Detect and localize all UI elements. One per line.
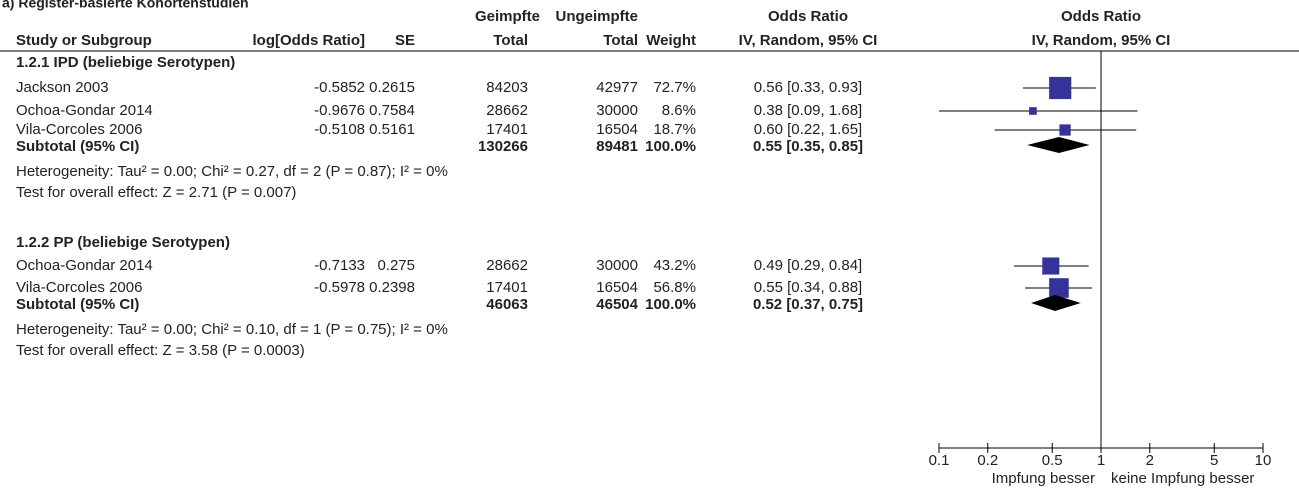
subtotal-diamond bbox=[1031, 295, 1081, 311]
cell: 30000 bbox=[596, 102, 638, 119]
subtotal-cell: 100.0% bbox=[645, 138, 696, 155]
cell: -0.5852 bbox=[314, 79, 365, 96]
cell: 16504 bbox=[596, 279, 638, 296]
cell: 0.2398 bbox=[369, 279, 415, 296]
cell: -0.7133 bbox=[314, 257, 365, 274]
header: log[Odds Ratio] bbox=[253, 32, 366, 49]
overall-effect: Test for overall effect: Z = 3.58 (P = 0… bbox=[16, 342, 305, 359]
cell: Jackson 2003 bbox=[16, 79, 109, 96]
header: Total bbox=[603, 32, 638, 49]
group-title: 1.2.2 PP (beliebige Serotypen) bbox=[16, 234, 230, 251]
x-tick-label: 0.5 bbox=[1042, 452, 1063, 469]
weight-box bbox=[1049, 76, 1072, 100]
header: Weight bbox=[646, 32, 696, 49]
cell: Vila-Corcoles 2006 bbox=[16, 121, 142, 138]
cell: -0.9676 bbox=[314, 102, 365, 119]
weight-box bbox=[1049, 278, 1069, 298]
cell: 0.38 [0.09, 1.68] bbox=[754, 102, 862, 119]
subtotal-diamond bbox=[1027, 137, 1090, 153]
subtotal-cell: Subtotal (95% CI) bbox=[16, 138, 139, 155]
x-tick-label: 0.1 bbox=[929, 452, 950, 469]
heterogeneity: Heterogeneity: Tau² = 0.00; Chi² = 0.27,… bbox=[16, 163, 448, 180]
subtotal-cell: Subtotal (95% CI) bbox=[16, 296, 139, 313]
header-top: Ungeimpfte bbox=[556, 8, 639, 25]
cell: 0.49 [0.29, 0.84] bbox=[754, 257, 862, 274]
header: Study or Subgroup bbox=[16, 32, 152, 49]
cell: 17401 bbox=[486, 279, 528, 296]
title: a) Register-basierte Kohortenstudien bbox=[2, 0, 249, 11]
subtotal-cell: 89481 bbox=[596, 138, 638, 155]
cell: 0.2615 bbox=[369, 79, 415, 96]
x-tick-label: 5 bbox=[1210, 452, 1218, 469]
x-tick-label: 10 bbox=[1255, 452, 1272, 469]
weight-box bbox=[1042, 257, 1060, 275]
cell: 16504 bbox=[596, 121, 638, 138]
subtotal-cell: 0.52 [0.37, 0.75] bbox=[753, 296, 863, 313]
weight-box bbox=[1059, 124, 1071, 136]
cell: 0.275 bbox=[377, 257, 415, 274]
cell: -0.5108 bbox=[314, 121, 365, 138]
cell: Ochoa-Gondar 2014 bbox=[16, 257, 153, 274]
header-top: Geimpfte bbox=[475, 8, 540, 25]
weight-box bbox=[1029, 107, 1037, 115]
subtotal-cell: 46063 bbox=[486, 296, 528, 313]
x-label-left: Impfung besser bbox=[992, 470, 1095, 487]
cell: 0.55 [0.34, 0.88] bbox=[754, 279, 862, 296]
x-label-right: keine Impfung besser bbox=[1111, 470, 1254, 487]
cell: 0.60 [0.22, 1.65] bbox=[754, 121, 862, 138]
cell: 0.5161 bbox=[369, 121, 415, 138]
subtotal-cell: 130266 bbox=[478, 138, 528, 155]
x-tick-label: 0.2 bbox=[977, 452, 998, 469]
header-top: Odds Ratio bbox=[1061, 8, 1141, 25]
group-title: 1.2.1 IPD (beliebige Serotypen) bbox=[16, 54, 235, 71]
x-tick-label: 2 bbox=[1146, 452, 1154, 469]
cell: 72.7% bbox=[653, 79, 696, 96]
header: IV, Random, 95% CI bbox=[739, 32, 878, 49]
cell: 28662 bbox=[486, 257, 528, 274]
header: SE bbox=[395, 32, 415, 49]
cell: 17401 bbox=[486, 121, 528, 138]
cell: 30000 bbox=[596, 257, 638, 274]
subtotal-cell: 46504 bbox=[596, 296, 638, 313]
cell: 42977 bbox=[596, 79, 638, 96]
heterogeneity: Heterogeneity: Tau² = 0.00; Chi² = 0.10,… bbox=[16, 321, 448, 338]
cell: 84203 bbox=[486, 79, 528, 96]
subtotal-cell: 0.55 [0.35, 0.85] bbox=[753, 138, 863, 155]
header-top: Odds Ratio bbox=[768, 8, 848, 25]
cell: 43.2% bbox=[653, 257, 696, 274]
header: Total bbox=[493, 32, 528, 49]
cell: 8.6% bbox=[662, 102, 696, 119]
overall-effect: Test for overall effect: Z = 2.71 (P = 0… bbox=[16, 184, 296, 201]
cell: -0.5978 bbox=[314, 279, 365, 296]
cell: 0.7584 bbox=[369, 102, 415, 119]
x-tick-label: 1 bbox=[1097, 452, 1105, 469]
cell: 18.7% bbox=[653, 121, 696, 138]
cell: Vila-Corcoles 2006 bbox=[16, 279, 142, 296]
cell: 56.8% bbox=[653, 279, 696, 296]
cell: Ochoa-Gondar 2014 bbox=[16, 102, 153, 119]
header: IV, Random, 95% CI bbox=[1032, 32, 1171, 49]
subtotal-cell: 100.0% bbox=[645, 296, 696, 313]
cell: 0.56 [0.33, 0.93] bbox=[754, 79, 862, 96]
cell: 28662 bbox=[486, 102, 528, 119]
